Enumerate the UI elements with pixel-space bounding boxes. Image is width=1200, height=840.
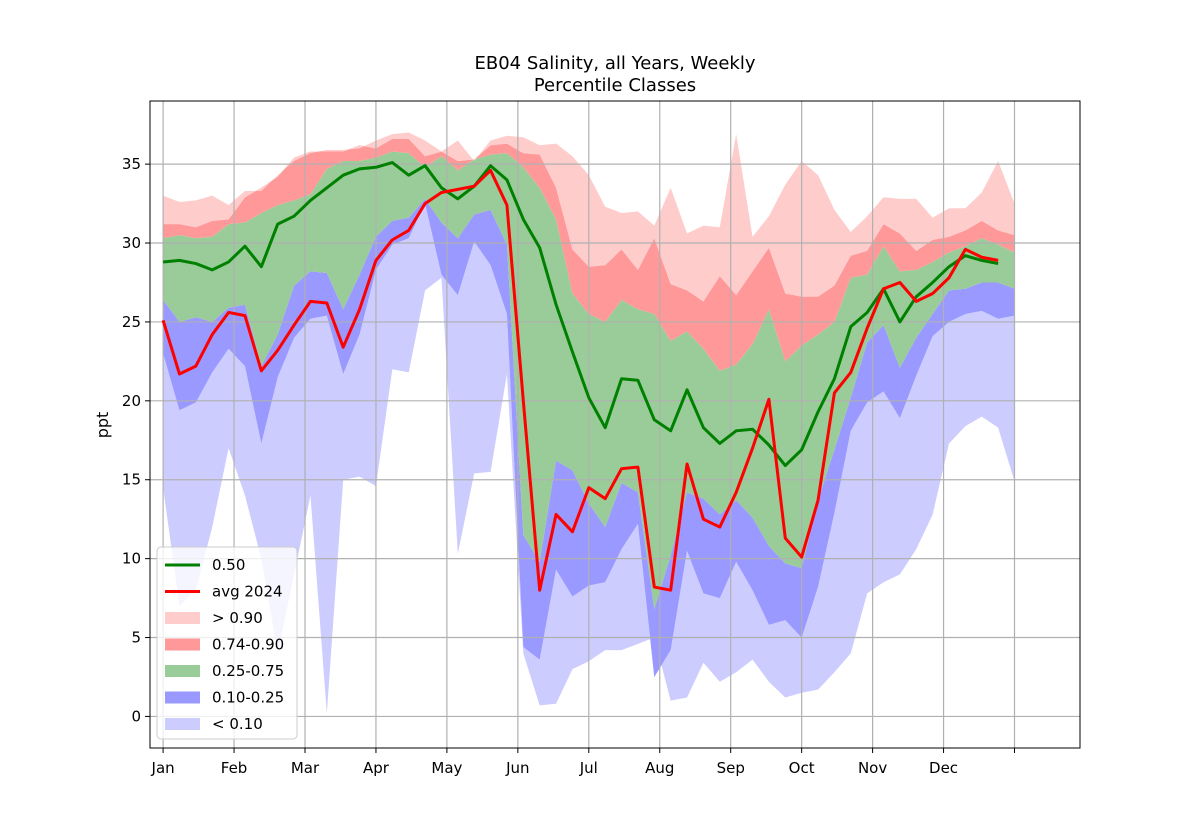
- legend-patch-swatch: [165, 691, 200, 704]
- legend-label: 0.10-0.25: [212, 689, 284, 707]
- x-tick-label: Jun: [505, 759, 529, 777]
- legend-box: [156, 546, 298, 740]
- x-tick-label: Jul: [579, 759, 598, 777]
- x-tick-label: Feb: [221, 759, 248, 777]
- x-tick-label: Aug: [645, 759, 674, 777]
- legend-label: 0.50: [212, 556, 245, 574]
- legend-patch-swatch: [165, 638, 200, 651]
- y-tick-label: 25: [122, 313, 141, 331]
- avg-2024-line: [161, 168, 999, 592]
- y-tick-label: 30: [122, 234, 141, 252]
- x-tick-label: Jan: [151, 759, 175, 777]
- y-tick-label: 0: [131, 707, 141, 725]
- y-axis-ticks: 0 5 10 15 20 25 30 35: [122, 155, 150, 725]
- x-tick-label: Apr: [363, 759, 390, 777]
- legend-label: 0.74-0.90: [212, 636, 284, 654]
- legend-label: avg 2024: [212, 583, 283, 601]
- series-lines: [161, 161, 999, 592]
- x-tick-label: May: [431, 759, 462, 777]
- y-tick-label: 20: [122, 392, 141, 410]
- y-tick-label: 10: [122, 550, 141, 568]
- y-axis-label: ppt: [93, 412, 112, 439]
- x-axis-ticks: Jan Feb Mar Apr May Jun Jul Aug Sep Oct Nov Dec: [151, 748, 1016, 777]
- x-tick-label: Mar: [291, 759, 320, 777]
- legend-patch-swatch: [165, 612, 200, 624]
- median-line: [162, 161, 999, 468]
- y-tick-label: 15: [122, 471, 141, 489]
- x-tick-label: Sep: [717, 759, 745, 777]
- legend-label: < 0.10: [212, 715, 263, 733]
- y-tick-label: 5: [131, 629, 141, 647]
- x-tick-label: Oct: [789, 759, 815, 777]
- grid-lines: [150, 101, 1080, 748]
- y-tick-label: 35: [122, 155, 141, 173]
- chart-title: EB04 Salinity, all Years, Weekly: [474, 53, 755, 74]
- legend-label: 0.25-0.75: [212, 662, 284, 680]
- legend-patch-swatch: [165, 665, 200, 677]
- x-tick-label: Nov: [858, 759, 887, 777]
- legend-patch-swatch: [165, 718, 200, 730]
- chart-subtitle: Percentile Classes: [534, 75, 696, 96]
- x-tick-label: Dec: [929, 759, 958, 777]
- legend-label: > 0.90: [212, 609, 263, 627]
- plot-frame: [149, 100, 1081, 749]
- legend: 0.50 avg 2024 > 0.90 0.74-0.90 0.25-0.75 0.10…: [156, 546, 298, 740]
